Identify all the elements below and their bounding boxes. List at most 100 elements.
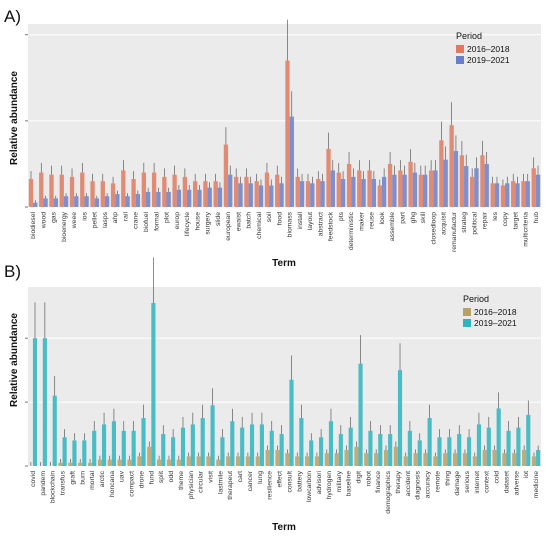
x-tick-label: effect bbox=[277, 471, 284, 488]
x-tick-label: ewaist bbox=[235, 212, 242, 231]
bar-lung-p1 bbox=[255, 456, 260, 466]
bar-adverse-p1 bbox=[512, 453, 517, 466]
bar-arctic-p2 bbox=[101, 424, 107, 466]
panel-b-x-tick-labels: covid pandem blockchain transfus graft burn mo… bbox=[30, 470, 540, 513]
bar-lasps-p2 bbox=[104, 196, 110, 207]
bar-wood-p2 bbox=[43, 198, 48, 207]
bar-damage-p1 bbox=[453, 453, 458, 466]
bar-biofuel-p2 bbox=[145, 191, 151, 207]
bar-abstract-p1 bbox=[316, 179, 321, 207]
x-tick-label: serious bbox=[464, 470, 471, 493]
x-tick-label: biofuel bbox=[143, 212, 150, 233]
bar-lastmile-p2 bbox=[220, 437, 225, 466]
bar-biomass-p1 bbox=[285, 60, 290, 207]
bar-split-p1 bbox=[157, 459, 162, 466]
bar-install-p1 bbox=[295, 176, 300, 207]
bar-ios-p1 bbox=[80, 172, 85, 207]
bar-reuse-p2 bbox=[371, 179, 377, 207]
bar-advisori-p2 bbox=[319, 437, 324, 466]
x-tick-label: hub bbox=[533, 212, 540, 224]
panel-a-label: A) bbox=[4, 7, 21, 26]
bar-cold-p2 bbox=[496, 408, 501, 466]
bar-effect-p1 bbox=[275, 450, 280, 466]
bar-compact-p1 bbox=[127, 459, 132, 466]
x-tick-label: finance bbox=[375, 471, 382, 493]
bar-circular-p2 bbox=[200, 418, 205, 466]
bar-pts-p2 bbox=[340, 179, 346, 207]
x-tick-label: military bbox=[336, 470, 343, 492]
x-tick-label: hydrogen bbox=[326, 471, 333, 500]
panel-a-x-axis-label: Term bbox=[272, 258, 296, 269]
x-tick-label: remanufactur bbox=[451, 211, 458, 252]
bar-robot-p1 bbox=[364, 453, 369, 466]
x-tick-label: strateg bbox=[461, 212, 468, 233]
bar-fund-p2 bbox=[151, 302, 156, 466]
bar-circular-p1 bbox=[196, 456, 201, 466]
x-tick-label: lastmile bbox=[217, 471, 224, 494]
panel-b-label: B) bbox=[4, 262, 21, 281]
x-tick-label: layout bbox=[307, 212, 314, 230]
bar-demographics-p1 bbox=[383, 450, 389, 466]
x-tick-label: ghg bbox=[410, 212, 417, 224]
x-tick-label: therapeut bbox=[227, 471, 234, 500]
x-tick-label: cold bbox=[494, 471, 501, 484]
bar-therapy-p1 bbox=[393, 446, 398, 466]
bar-transfus-p2 bbox=[62, 437, 67, 466]
bar-assemble-p1 bbox=[387, 163, 393, 207]
x-tick-label: lung bbox=[257, 471, 264, 484]
x-tick-label: covid bbox=[30, 471, 37, 487]
bar-skill-p1 bbox=[418, 174, 424, 207]
x-tick-label: pandem bbox=[40, 471, 47, 496]
panel-b-bars bbox=[30, 257, 541, 466]
bar-lifecycle-p2 bbox=[187, 189, 192, 207]
bar-theme-p2 bbox=[180, 427, 186, 466]
bar-assemble-p2 bbox=[392, 174, 397, 207]
x-tick-label: chemical bbox=[256, 212, 263, 239]
x-tick-label: robot bbox=[365, 471, 372, 487]
bar-feedstock-p2 bbox=[330, 170, 335, 207]
x-tick-label: theme bbox=[178, 471, 185, 490]
bar-acquisit-p2 bbox=[443, 159, 448, 207]
bar-robot-p2 bbox=[368, 430, 373, 466]
bar-weee-p2 bbox=[74, 196, 79, 207]
x-tick-label: advisori bbox=[316, 471, 323, 495]
x-tick-label: slide bbox=[215, 212, 222, 226]
bar-abstract-p2 bbox=[320, 181, 325, 207]
x-tick-label: lasps bbox=[102, 211, 109, 227]
bar-internet-p2 bbox=[476, 424, 482, 466]
bar-repair-p2 bbox=[484, 163, 489, 207]
bar-les-p2 bbox=[494, 183, 500, 207]
x-tick-label: split bbox=[158, 471, 165, 483]
bar-ahp-p2 bbox=[115, 194, 120, 207]
x-tick-label: wood bbox=[40, 212, 47, 229]
bar-target-p1 bbox=[511, 181, 516, 207]
bar-crane-p2 bbox=[135, 194, 141, 207]
x-tick-label: internet bbox=[474, 471, 481, 494]
bar-weee-p1 bbox=[69, 176, 75, 207]
x-tick-label: pellet bbox=[92, 212, 99, 228]
bar-iot-p1 bbox=[522, 450, 527, 466]
bar-europ-p2 bbox=[176, 189, 182, 207]
bar-damage-p2 bbox=[457, 434, 462, 466]
bar-copy-p1 bbox=[500, 185, 506, 207]
x-tick-label: digit bbox=[355, 471, 362, 484]
bar-political-p2 bbox=[474, 168, 479, 207]
x-tick-label: baseline bbox=[346, 471, 353, 497]
x-tick-label: uav bbox=[119, 470, 126, 482]
bar-drone-p2 bbox=[141, 418, 146, 466]
bar-honcana-p2 bbox=[111, 421, 116, 466]
bar-maker-p2 bbox=[361, 179, 366, 207]
x-tick-label: resilience bbox=[267, 471, 274, 500]
x-tick-label: iot bbox=[523, 471, 530, 478]
bar-skill-p2 bbox=[423, 174, 428, 207]
panel-a-bars bbox=[28, 19, 541, 207]
bar-battery-p1 bbox=[295, 456, 300, 466]
bar-iot-p2 bbox=[526, 414, 531, 466]
x-tick-label: mortal bbox=[89, 471, 96, 490]
bar-house-p1 bbox=[192, 181, 198, 207]
bar-finance-p2 bbox=[378, 434, 383, 466]
bar-part-p1 bbox=[398, 170, 403, 207]
bar-pandem-p2 bbox=[42, 338, 47, 466]
bar-deterministic-p2 bbox=[351, 176, 356, 207]
